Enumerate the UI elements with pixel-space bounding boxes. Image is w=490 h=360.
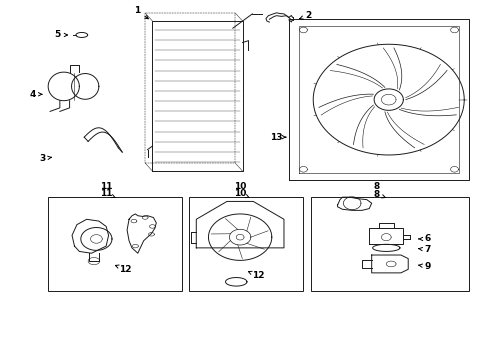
Text: 10: 10	[234, 182, 246, 191]
Text: 11: 11	[100, 182, 112, 191]
Text: 1: 1	[134, 6, 148, 19]
Text: 5: 5	[54, 31, 68, 40]
Text: 3: 3	[40, 154, 51, 163]
Bar	[48, 197, 182, 291]
Text: 11: 11	[100, 189, 115, 198]
Text: 6: 6	[419, 234, 431, 243]
Text: 9: 9	[419, 262, 431, 271]
Text: 7: 7	[419, 245, 431, 254]
Text: 10: 10	[234, 189, 249, 198]
Text: 4: 4	[30, 90, 42, 99]
Bar	[311, 197, 469, 291]
Text: 8: 8	[373, 182, 380, 191]
Bar	[189, 197, 303, 291]
Text: 12: 12	[248, 271, 265, 280]
Text: 13: 13	[270, 132, 286, 141]
Text: 8: 8	[373, 190, 386, 199]
Text: 2: 2	[299, 11, 312, 20]
Text: 12: 12	[116, 265, 132, 274]
